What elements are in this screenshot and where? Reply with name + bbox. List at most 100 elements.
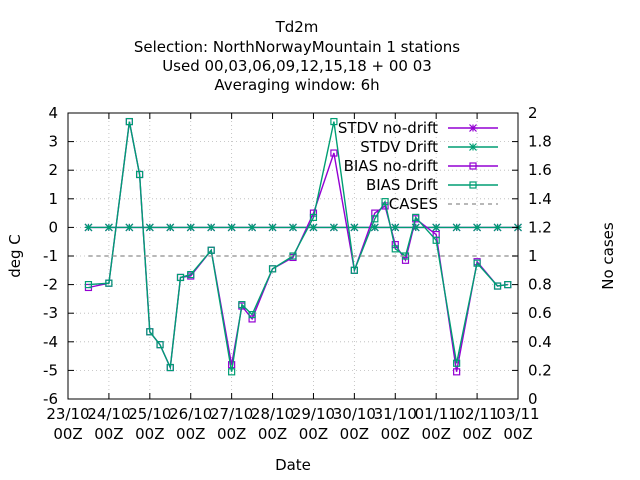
y2-tick-label: 0 [528,390,538,408]
x-tick-label: 25/10 [128,405,171,423]
star-marker [469,143,477,151]
series-bias-drift [84,117,512,376]
y2-tick-label: 0.4 [528,333,552,351]
y2-tick-label: 1.8 [528,133,552,151]
x-tick-label: 00Z [53,425,82,443]
x-tick-label: 00Z [135,425,164,443]
star-marker [289,223,297,232]
square-marker [350,266,358,274]
square-marker [453,359,461,367]
star-marker [104,223,113,232]
y-tick-label: -3 [43,304,58,322]
star-marker [452,223,461,232]
y-tick-label: -4 [43,333,58,351]
y-tick-label: 0 [48,218,58,236]
star-marker [391,223,400,232]
square-marker [401,256,410,264]
x-tick-label: 28/10 [251,405,294,423]
series-line [88,121,508,372]
x-axis-label: Date [275,456,311,474]
legend-label: BIAS no-drift [344,157,439,175]
x-tick-label: 27/10 [210,405,253,423]
x-tick-label: 00Z [421,425,450,443]
star-marker [350,223,359,232]
square-marker [432,236,440,244]
y-tick-label: 1 [48,190,58,208]
y-axis-label: deg C [6,234,24,278]
square-marker [473,259,481,267]
y-tick-label: -5 [43,361,58,379]
title-line-4: Averaging window: 6h [214,76,379,94]
star-marker [166,223,175,232]
star-marker [268,223,277,232]
square-marker [330,117,338,126]
star-marker [207,223,216,232]
star-marker [186,223,195,232]
legend-label: CASES [389,195,438,213]
legend-label: STDV Drift [360,138,438,156]
square-marker [309,213,318,221]
x-tick-label: 01/11 [415,405,458,423]
y2-tick-label: 0.6 [528,304,552,322]
x-tick-label: 31/10 [374,405,417,423]
x-tick-label: 00Z [94,425,123,443]
square-marker [381,198,389,206]
square-marker [330,149,338,157]
y2-tick-label: 0.8 [528,276,552,294]
y2-tick-label: 1.6 [528,161,552,179]
square-marker [238,301,246,309]
y2-axis-label: No cases [599,222,617,290]
y-tick-label: 4 [48,104,58,122]
star-marker [432,223,441,232]
square-marker [228,368,236,376]
square-marker [146,328,154,336]
y2-tick-label: 1.2 [528,218,552,236]
title-line-3: Used 00,03,06,09,12,15,18 + 00 03 [162,57,432,75]
square-marker [412,213,420,221]
x-tick-label: 23/10 [46,405,89,423]
y-tick-label: -6 [43,390,58,408]
square-marker [469,162,477,170]
x-tick-label: 30/10 [333,405,376,423]
y2-axis-ticks: 0 0.2 0.4 0.6 0.8 1 1.2 1.4 1.6 1.8 2 [512,104,552,408]
y-tick-label: 2 [48,161,58,179]
star-marker [473,223,482,232]
x-tick-label: 00Z [340,425,369,443]
square-marker [207,246,215,254]
x-tick-label: 26/10 [169,405,212,423]
square-marker [469,181,477,189]
series-layer [84,117,522,376]
square-marker [105,279,113,287]
star-marker [493,223,502,232]
legend-label: BIAS Drift [366,176,438,194]
star-marker [411,223,420,232]
y2-tick-label: 1.4 [528,190,552,208]
chart-title: Td2m Selection: NorthNorwayMountain 1 st… [134,18,460,94]
square-marker [493,282,502,290]
x-tick-label: 00Z [176,425,205,443]
square-marker [125,117,133,126]
square-marker [84,281,93,289]
square-marker [268,265,277,273]
square-marker [248,315,256,323]
star-marker [227,223,236,232]
star-marker [329,223,338,232]
square-marker [453,368,461,376]
star-marker [309,223,318,232]
star-marker [145,223,154,232]
x-tick-label: 00Z [217,425,246,443]
y-tick-label: -1 [43,247,58,265]
y-tick-label: -2 [43,276,58,294]
x-tick-label: 00Z [258,425,287,443]
y2-tick-label: 2 [528,104,538,122]
x-tick-label: 00Z [299,425,328,443]
square-marker [187,270,195,279]
x-tick-label: 24/10 [87,405,130,423]
x-tick-label: 00Z [503,425,532,443]
x-tick-label: 03/11 [496,405,539,423]
square-marker [391,245,399,253]
square-marker [166,363,174,372]
square-marker [176,273,185,282]
y2-tick-label: 0.2 [528,361,552,379]
